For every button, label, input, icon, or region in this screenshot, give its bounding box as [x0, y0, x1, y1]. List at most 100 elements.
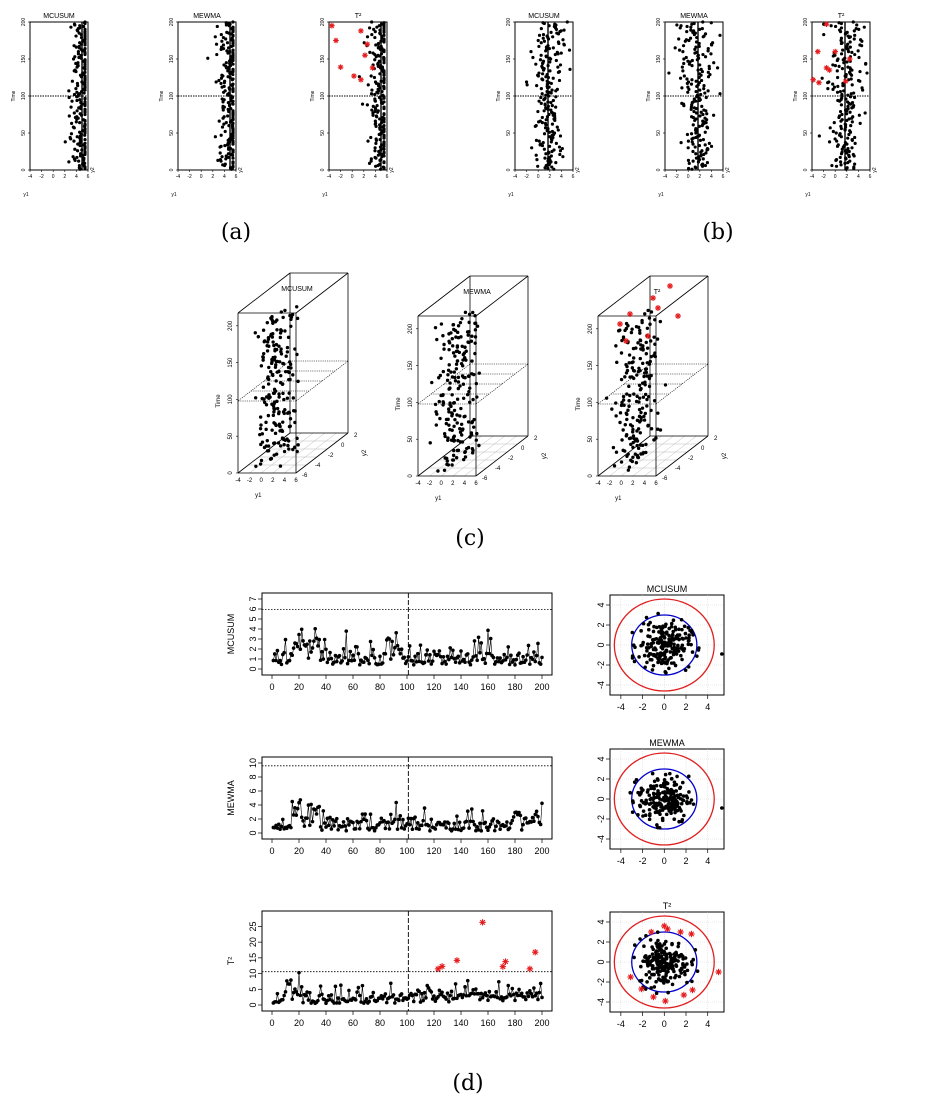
data-point	[467, 826, 471, 830]
data-point	[687, 80, 690, 83]
data-point	[698, 134, 701, 137]
data-point	[319, 984, 323, 988]
data-point	[83, 97, 86, 100]
data-point	[692, 110, 695, 113]
y-tick-label: 200	[656, 18, 662, 27]
y-tick-label: -2	[596, 978, 606, 986]
data-point	[666, 970, 670, 974]
data-point	[644, 954, 648, 958]
data-point	[451, 344, 454, 347]
data-point	[75, 91, 78, 94]
data-point	[853, 136, 856, 139]
data-point	[505, 995, 509, 999]
x-tick-label: 4	[857, 174, 860, 180]
data-point	[863, 26, 866, 29]
data-point	[629, 436, 632, 439]
data-point	[467, 390, 470, 393]
x-tick-label: 160	[480, 1018, 495, 1028]
data-point	[833, 121, 836, 124]
x-tick-label: -4	[28, 174, 33, 180]
box-edge	[656, 276, 708, 316]
data-point	[644, 443, 647, 446]
data-point	[77, 50, 80, 53]
data-point	[274, 379, 277, 382]
data-point	[309, 803, 313, 807]
data-point	[528, 662, 532, 666]
data-point	[68, 96, 71, 99]
data-point	[453, 401, 456, 404]
data-point	[641, 406, 644, 409]
data-point	[289, 826, 293, 830]
data-point	[378, 96, 381, 99]
data-point	[266, 439, 269, 442]
data-point	[656, 661, 660, 665]
data-point	[622, 398, 625, 401]
data-point	[542, 37, 545, 40]
data-point	[651, 772, 655, 776]
data-point	[300, 627, 304, 631]
data-point	[494, 825, 498, 829]
y-tick-label: 20	[248, 937, 258, 947]
data-point	[625, 412, 628, 415]
signal-star	[638, 986, 644, 992]
data-point	[320, 993, 324, 997]
data-point	[220, 40, 223, 43]
data-point	[403, 656, 407, 660]
data-point	[840, 37, 843, 40]
data-point	[541, 72, 544, 75]
data-point	[283, 412, 286, 415]
x-tick-label: 0	[269, 682, 274, 692]
data-point	[296, 450, 299, 453]
data-point	[694, 165, 697, 168]
y-axis-label: Time	[396, 397, 402, 411]
data-point	[382, 160, 385, 163]
data-point	[259, 427, 262, 430]
data-point	[295, 437, 298, 440]
data-point	[543, 132, 546, 135]
y-tick-label: 0	[21, 168, 27, 171]
data-point	[424, 996, 428, 1000]
data-point	[628, 465, 631, 468]
data-point	[470, 372, 473, 375]
data-point	[308, 823, 312, 827]
data-point	[620, 460, 623, 463]
data-point	[635, 778, 639, 782]
data-point	[680, 628, 684, 632]
data-point	[311, 820, 315, 824]
data-point	[865, 71, 868, 74]
data-point	[361, 984, 365, 988]
y-axis-label: Time	[793, 90, 799, 101]
data-point	[673, 976, 677, 980]
data-point	[72, 125, 75, 128]
data-point	[290, 997, 294, 1001]
data-point	[668, 639, 672, 643]
data-point	[858, 43, 861, 46]
data-point	[473, 639, 477, 643]
data-point	[273, 441, 276, 444]
data-point	[640, 321, 643, 324]
x-tick-label: 160	[480, 682, 495, 692]
data-point	[851, 138, 854, 141]
data-point	[561, 38, 564, 41]
data-point	[416, 652, 420, 656]
data-point	[648, 374, 651, 377]
data-point	[626, 452, 629, 455]
data-point	[540, 27, 543, 30]
data-point	[644, 934, 648, 938]
data-point	[363, 812, 367, 816]
data-point	[653, 351, 656, 354]
data-point	[479, 641, 483, 645]
data-point	[271, 356, 274, 359]
data-point	[443, 432, 446, 435]
data-point	[484, 821, 488, 825]
data-point	[642, 396, 645, 399]
data-point	[851, 120, 854, 123]
data-point	[671, 630, 675, 634]
signal-star	[677, 929, 683, 935]
panel-d-mewma-chart: 0 20 40 60 80 100 120 140 160 180 2000246810MEWMA	[226, 757, 552, 856]
data-point	[274, 432, 277, 435]
data-point	[444, 997, 448, 1001]
data-point	[690, 83, 693, 86]
data-point	[712, 114, 715, 117]
data-point	[270, 362, 273, 365]
